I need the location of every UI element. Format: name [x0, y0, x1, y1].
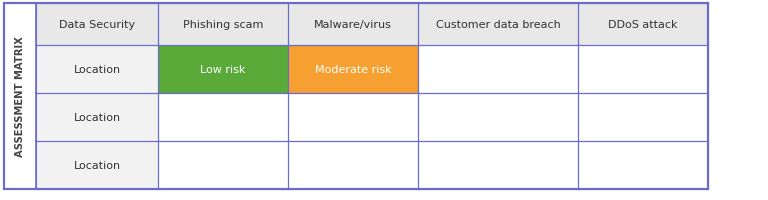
Bar	[288, 4, 418, 46]
Bar	[418, 94, 578, 141]
Bar	[288, 141, 418, 189]
Text: Low risk: Low risk	[200, 65, 246, 75]
Bar	[288, 46, 418, 94]
Bar	[36, 46, 158, 94]
Text: Customer data breach: Customer data breach	[435, 20, 561, 30]
Bar	[578, 141, 708, 189]
Bar	[578, 46, 708, 94]
Text: Moderate risk: Moderate risk	[315, 65, 392, 75]
Bar	[158, 94, 288, 141]
Bar	[158, 141, 288, 189]
Text: Location: Location	[74, 65, 121, 75]
Text: Location: Location	[74, 112, 121, 122]
Bar	[36, 141, 158, 189]
Bar	[158, 4, 288, 46]
Bar	[418, 46, 578, 94]
Bar	[418, 4, 578, 46]
Bar	[36, 94, 158, 141]
Bar	[578, 4, 708, 46]
Bar	[36, 4, 158, 46]
Bar	[158, 46, 288, 94]
Text: Location: Location	[74, 160, 121, 170]
Text: ASSESSMENT MATRIX: ASSESSMENT MATRIX	[15, 36, 25, 157]
Text: Data Security: Data Security	[59, 20, 135, 30]
Bar	[578, 94, 708, 141]
Bar	[288, 94, 418, 141]
Text: Phishing scam: Phishing scam	[183, 20, 263, 30]
Text: DDoS attack: DDoS attack	[608, 20, 677, 30]
Bar	[4, 4, 36, 189]
Text: Malware/virus: Malware/virus	[314, 20, 392, 30]
Bar	[418, 141, 578, 189]
